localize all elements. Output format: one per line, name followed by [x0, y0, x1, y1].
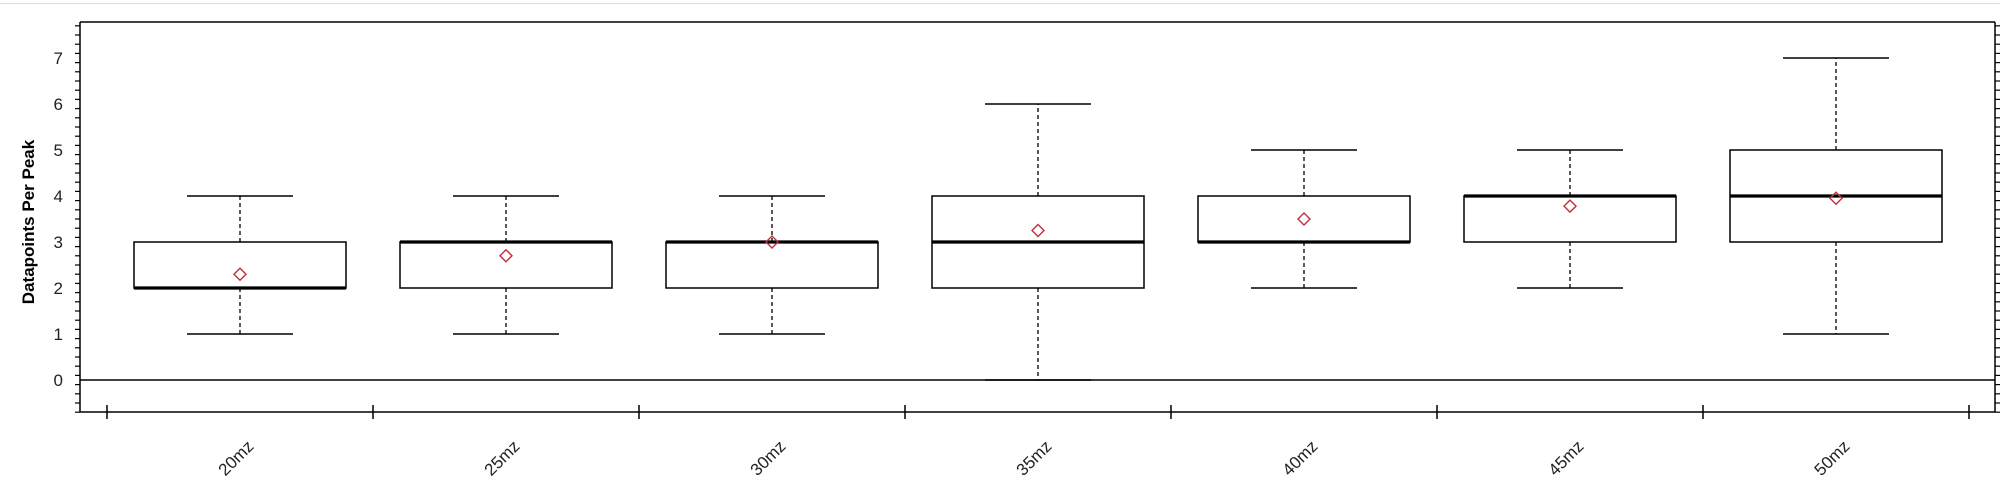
mean-marker — [765, 235, 779, 249]
y-axis-label: Datapoints Per Peak — [19, 139, 38, 304]
box-20mz — [133, 195, 347, 335]
top-divider — [0, 3, 2000, 4]
y-tick-label: 3 — [54, 233, 63, 252]
mean-marker — [1297, 212, 1311, 226]
axes — [75, 21, 2000, 419]
x-tick-label: 40mz — [1279, 437, 1322, 480]
x-tick-label: 50mz — [1811, 437, 1854, 480]
boxes — [133, 57, 1943, 381]
box-30mz — [665, 195, 879, 335]
box-25mz — [399, 195, 613, 335]
mean-marker — [499, 248, 513, 263]
x-tick-label: 20mz — [215, 437, 258, 480]
iqr-box — [665, 241, 879, 289]
y-tick-label: 6 — [54, 95, 63, 114]
iqr-box — [1463, 195, 1677, 243]
iqr-box — [1197, 195, 1411, 243]
x-tick-label: 45mz — [1545, 437, 1588, 480]
box-50mz — [1729, 57, 1943, 335]
mean-marker — [233, 267, 247, 282]
y-tick-label: 4 — [54, 187, 63, 206]
box-35mz — [931, 103, 1145, 381]
mean-marker — [1829, 191, 1843, 206]
mean-marker — [1031, 223, 1045, 238]
y-tick-label: 0 — [54, 371, 63, 390]
box-40mz — [1197, 149, 1411, 289]
x-tick-label: 30mz — [747, 437, 790, 480]
mean-marker — [1563, 199, 1577, 214]
y-tick-label: 2 — [54, 279, 63, 298]
y-tick-label: 7 — [54, 49, 63, 68]
box-45mz — [1463, 149, 1677, 289]
y-tick-label: 1 — [54, 325, 63, 344]
y-tick-label: 5 — [54, 141, 63, 160]
x-tick-label: 25mz — [481, 437, 524, 480]
x-tick-label: 35mz — [1013, 437, 1056, 480]
